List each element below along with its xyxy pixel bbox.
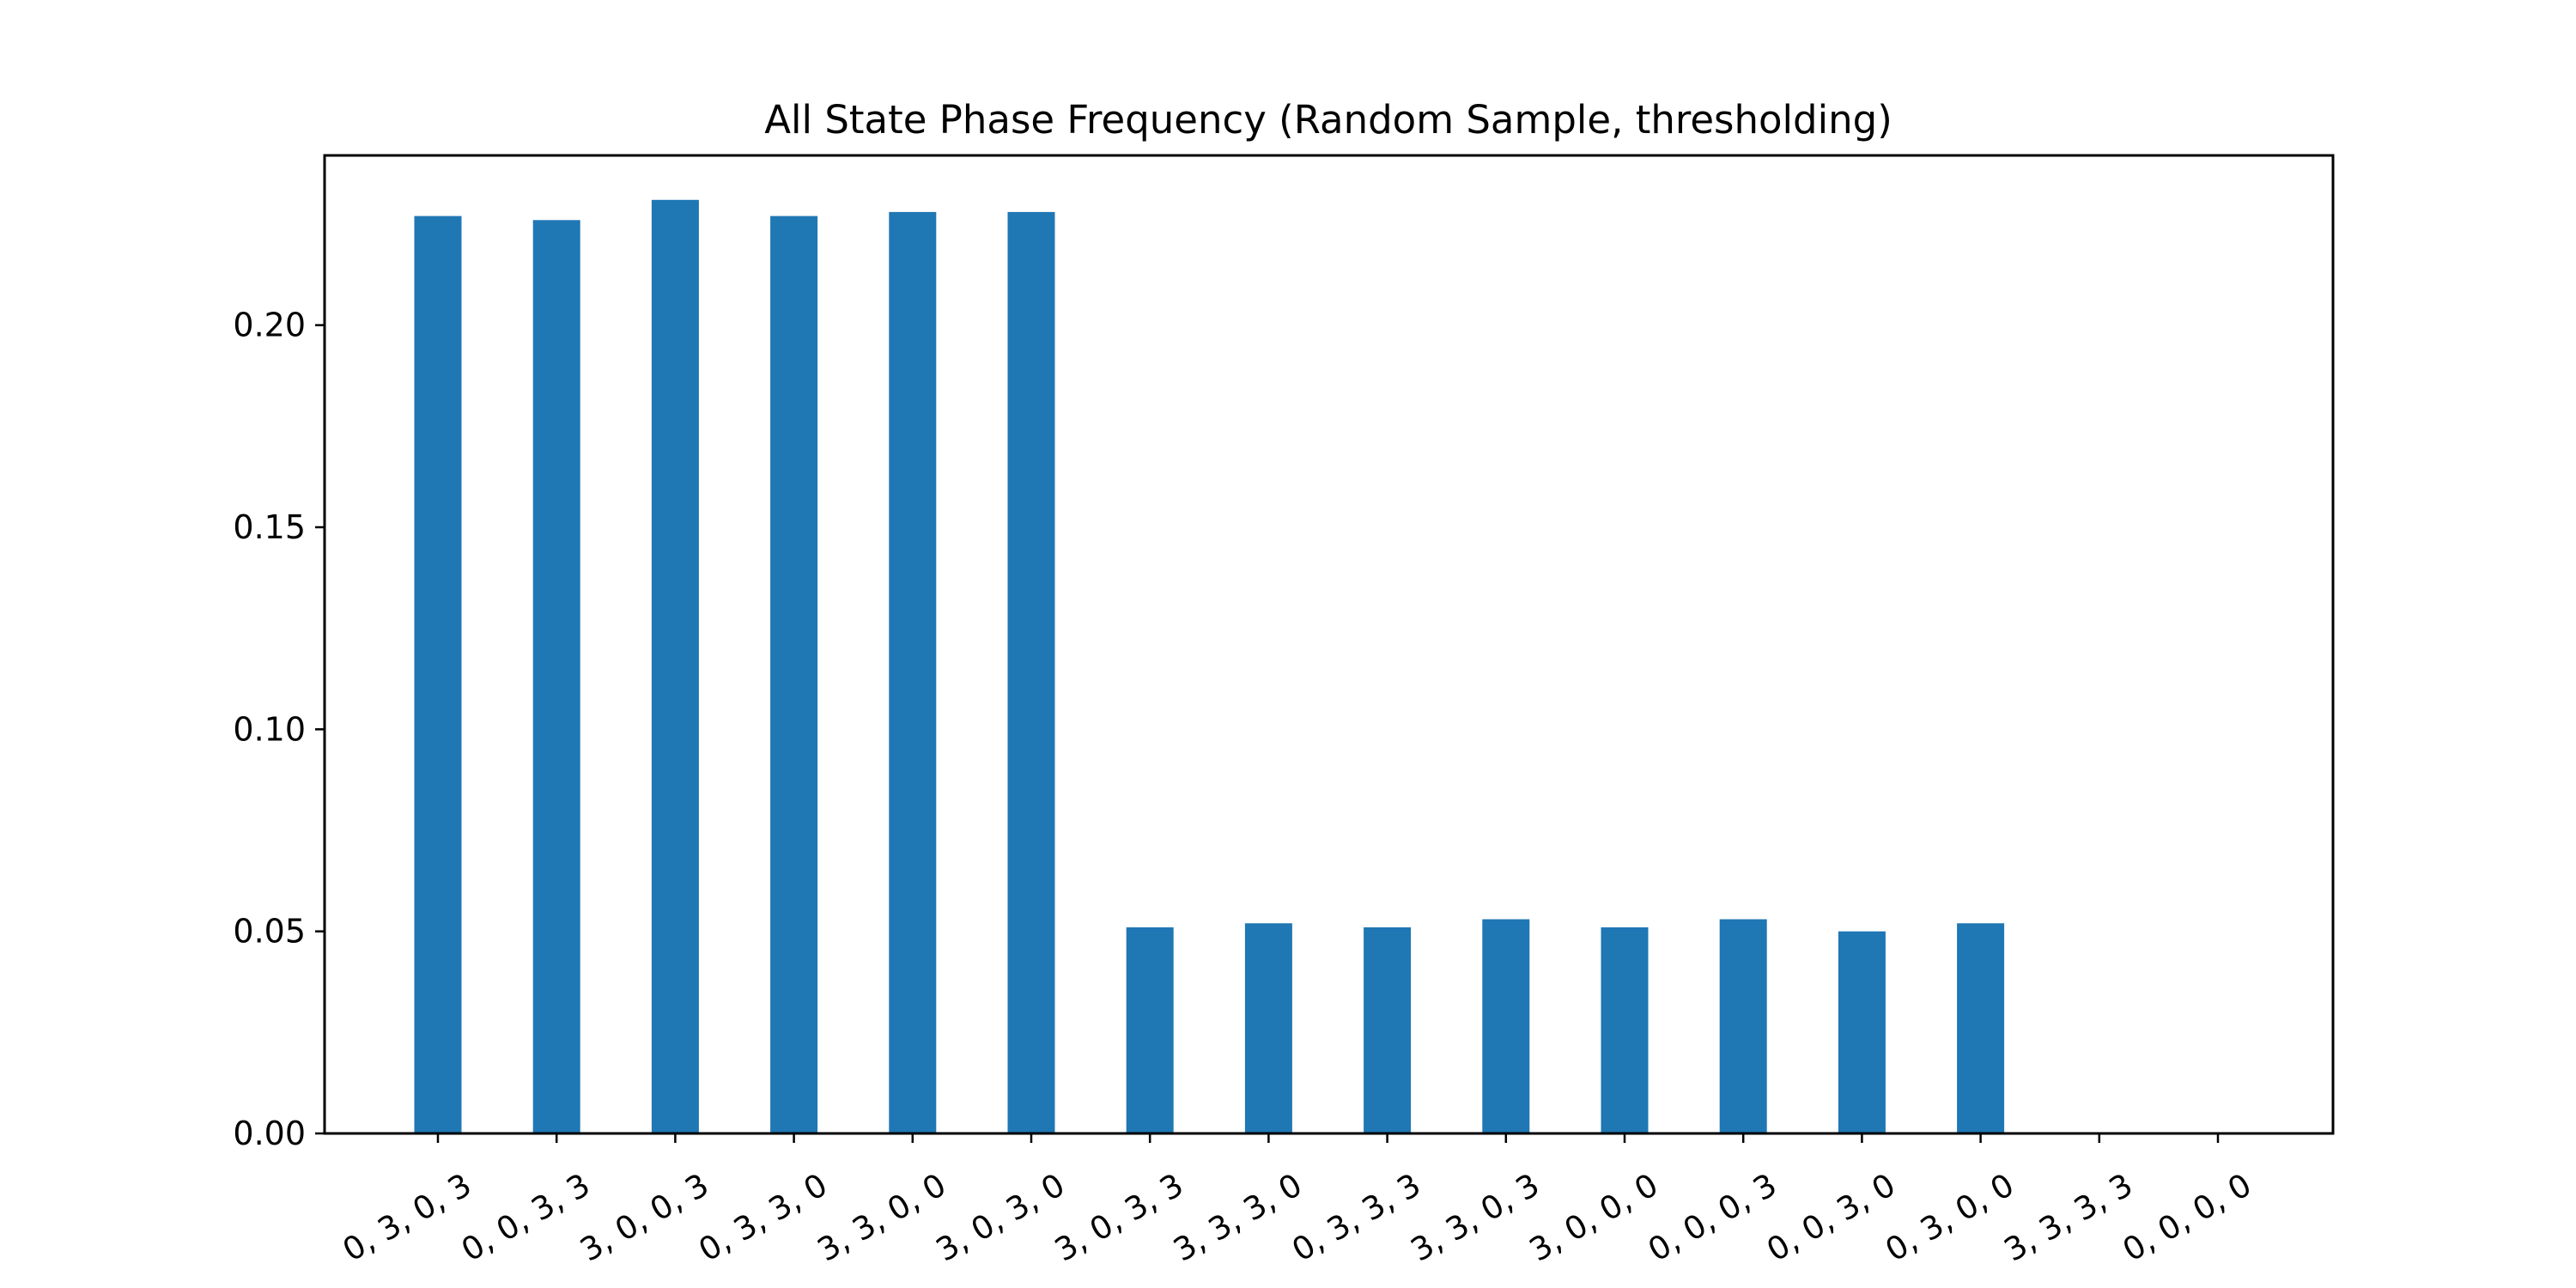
bar [770,216,818,1134]
x-tick-label: 3, 3, 0, 0 [811,1166,952,1269]
bar [651,199,699,1134]
chart-title: All State Phase Frequency (Random Sample… [764,97,1893,143]
x-tick-label: 0, 3, 3, 3 [1286,1166,1427,1269]
y-tick-label: 0.05 [233,913,306,951]
x-tick-label: 3, 3, 3, 3 [1998,1166,2139,1269]
bar [1244,923,1292,1133]
bar [1719,919,1767,1133]
x-tick-label: 3, 0, 0, 0 [1523,1166,1664,1269]
bar [889,211,937,1133]
x-tick-label: 3, 0, 0, 3 [574,1166,714,1269]
bar [532,220,580,1133]
x-tick-label: 3, 0, 3, 0 [930,1166,1071,1269]
x-tick-label: 0, 0, 3, 0 [1760,1166,1901,1269]
x-tick-label: 3, 0, 3, 3 [1048,1166,1189,1269]
x-tick-label: 3, 3, 3, 0 [1167,1166,1308,1269]
plot-area-frame [323,154,2335,1135]
y-tick-label: 0.00 [233,1115,306,1152]
y-tick-label: 0.10 [233,710,306,748]
x-tick-label: 0, 0, 0, 3 [1642,1166,1783,1269]
bar [1007,211,1055,1133]
bar [1601,927,1649,1133]
bars-layer [414,199,2005,1134]
x-axis: 0, 3, 0, 30, 0, 3, 33, 0, 0, 30, 3, 3, 0… [337,1133,2257,1269]
bar [1838,931,1886,1133]
y-tick-label: 0.20 [233,307,306,344]
bar [1482,919,1530,1133]
y-axis: 0.00 0.05 0.10 0.15 0.20 [233,307,325,1152]
x-tick-label: 0, 3, 0, 3 [337,1166,477,1269]
y-tick-label: 0.15 [233,508,306,546]
bar [1364,927,1412,1133]
x-tick-label: 0, 0, 0, 0 [2117,1166,2257,1269]
x-tick-label: 0, 3, 3, 0 [693,1166,834,1269]
x-tick-label: 0, 0, 3, 3 [455,1166,596,1269]
x-tick-label: 0, 3, 0, 0 [1880,1166,2020,1269]
x-tick-label: 3, 3, 0, 3 [1405,1166,1546,1269]
bar [1126,927,1174,1133]
bar [1957,923,2005,1133]
bar [414,216,462,1134]
